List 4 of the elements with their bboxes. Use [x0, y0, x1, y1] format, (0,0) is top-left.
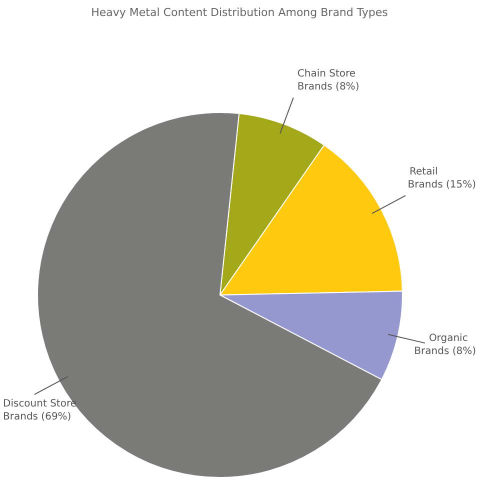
chart-title: Heavy Metal Content Distribution Among Brand Types — [91, 6, 388, 19]
slice-label: Retail Brands (15%) — [408, 166, 476, 191]
slice-label: Organic Brands (8%) — [414, 333, 476, 358]
slice-label: Chain Store Brands (8%) — [297, 68, 360, 93]
